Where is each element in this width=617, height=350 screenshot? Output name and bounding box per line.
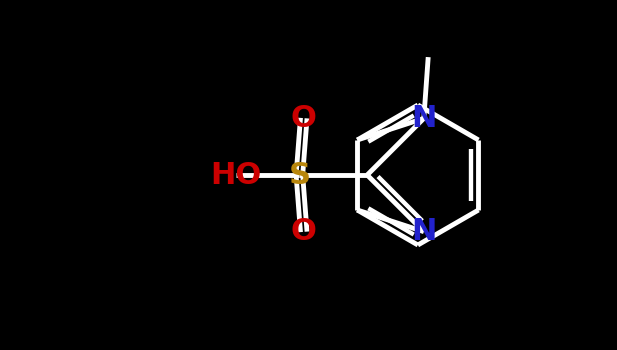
Text: HO: HO bbox=[210, 161, 262, 189]
Text: S: S bbox=[288, 161, 310, 189]
Text: N: N bbox=[411, 104, 436, 133]
Text: O: O bbox=[291, 104, 317, 133]
Text: O: O bbox=[291, 217, 317, 246]
Text: N: N bbox=[411, 217, 436, 246]
